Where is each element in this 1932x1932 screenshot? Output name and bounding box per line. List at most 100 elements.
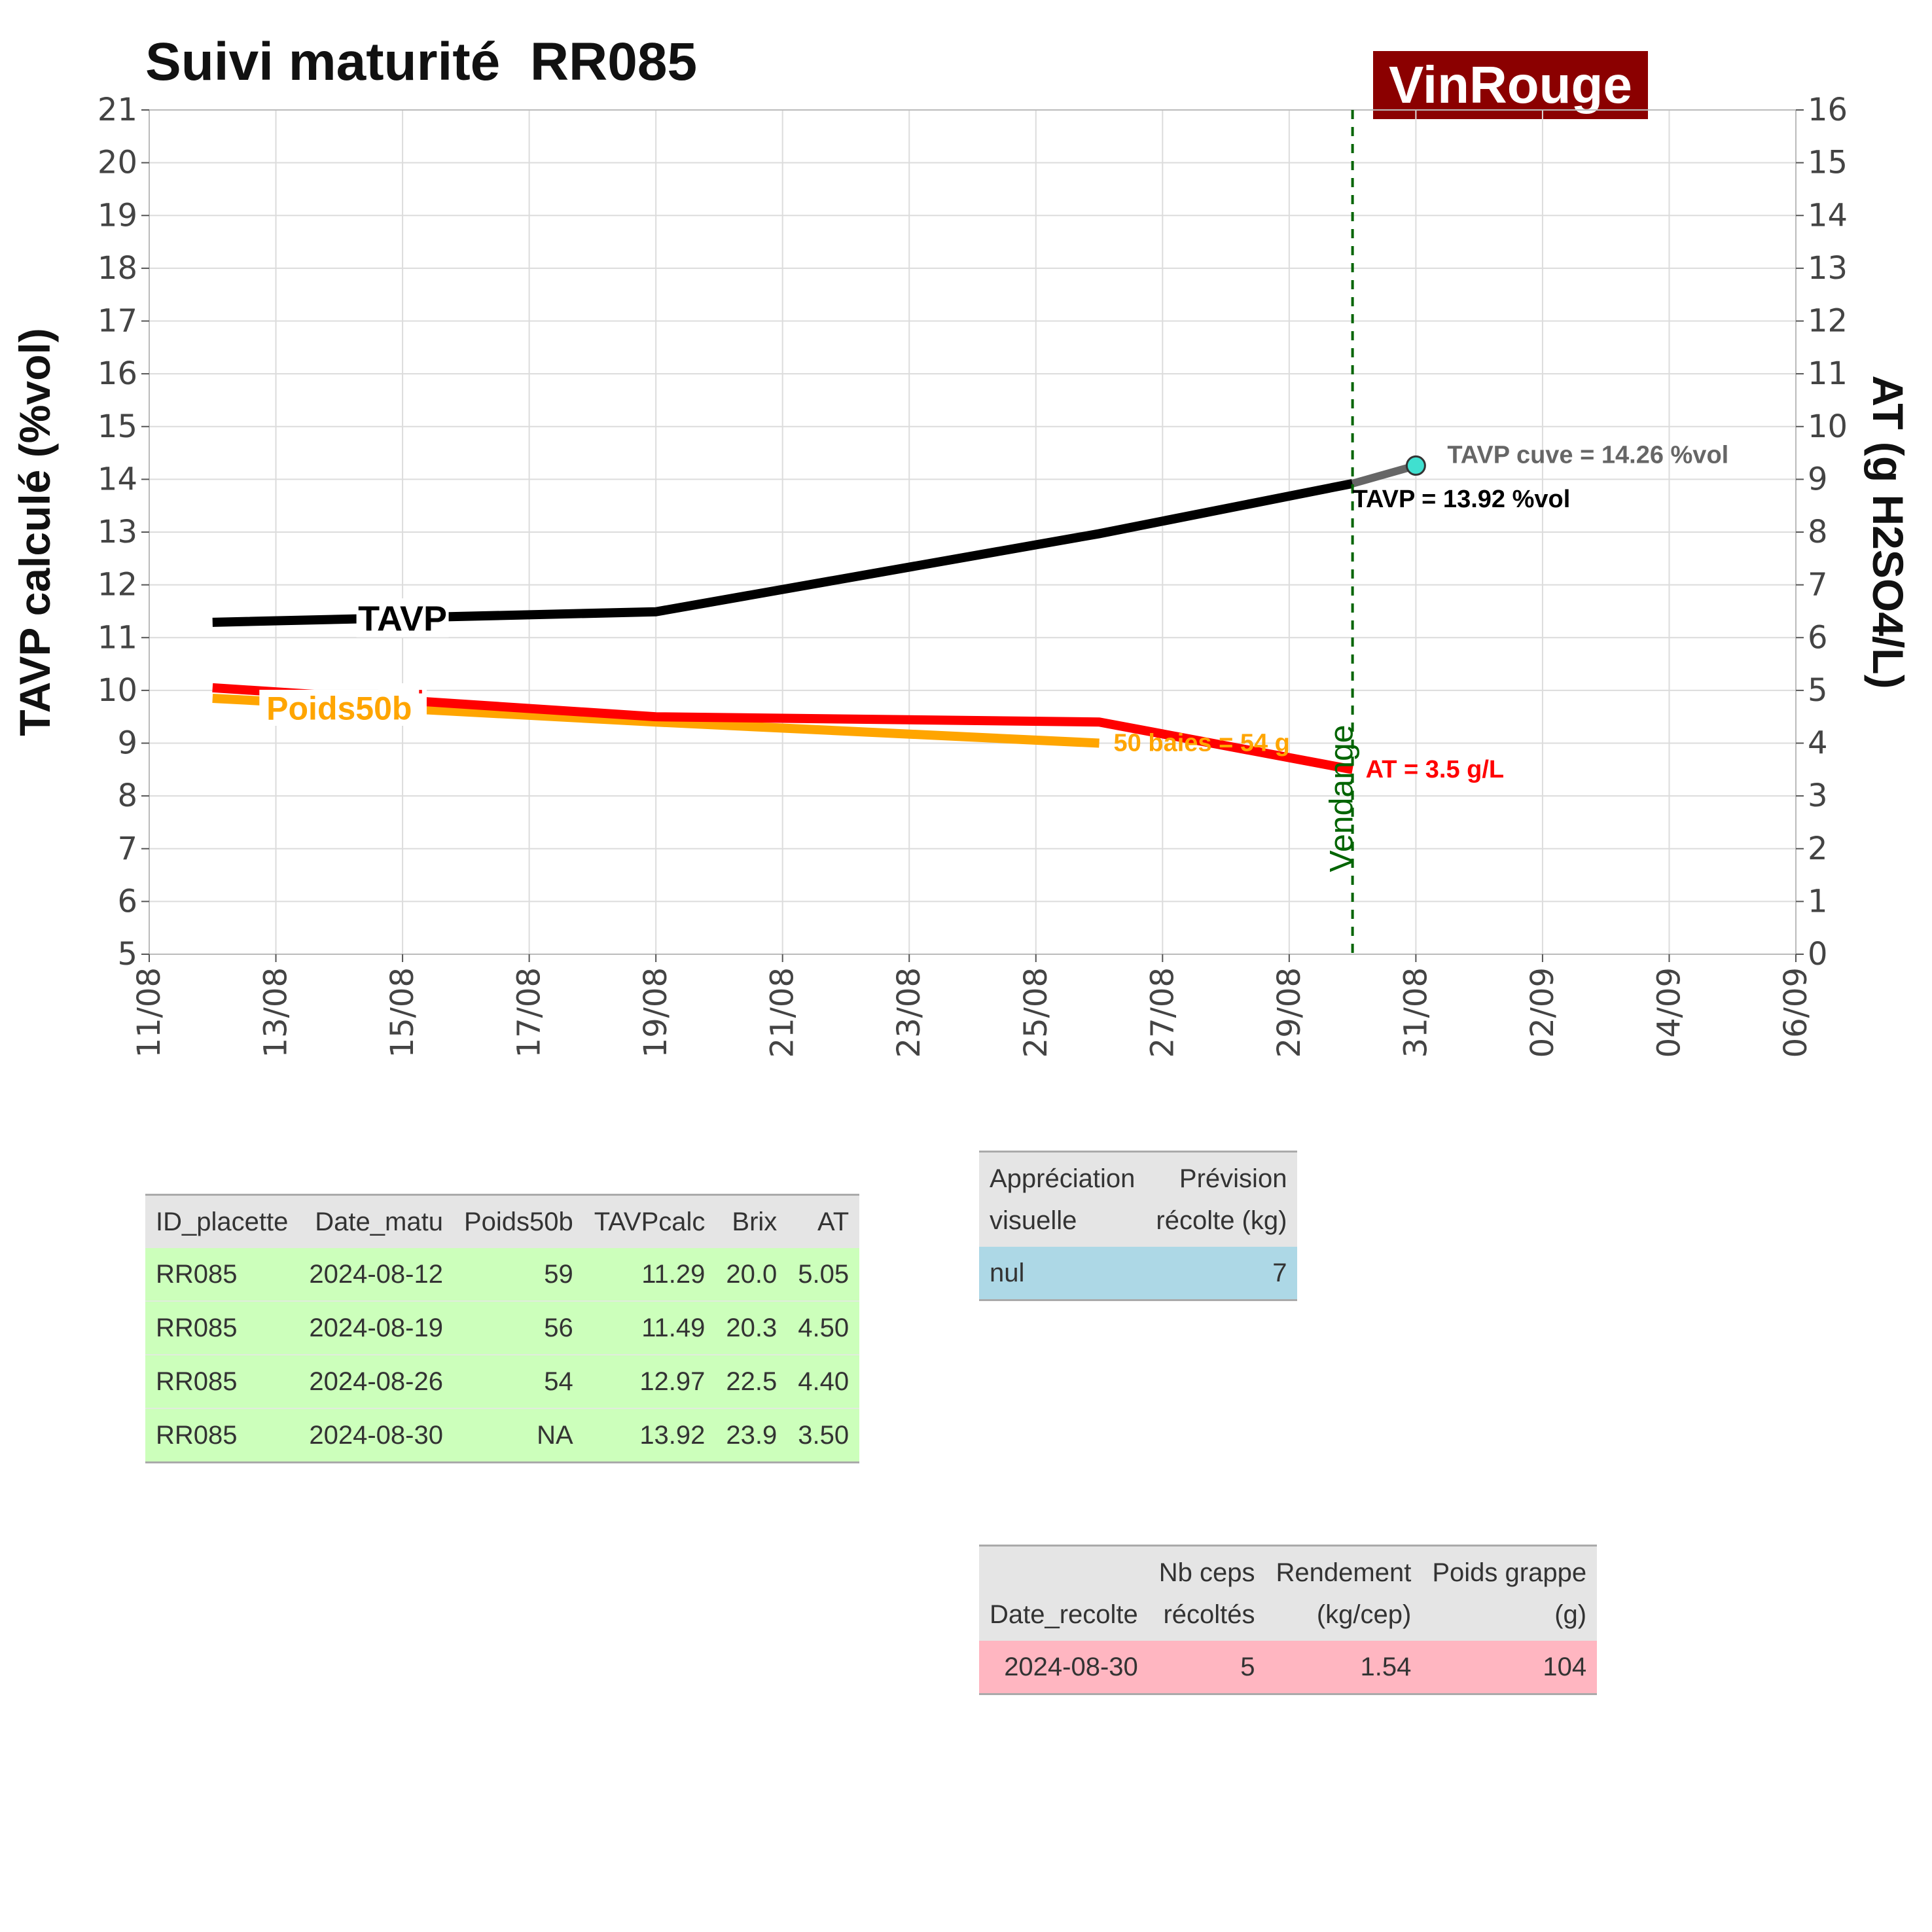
col-header-at: AT [787,1194,860,1248]
cell-poids: NA [453,1408,584,1463]
poids-annotation: 50 baies = 54 g [1114,730,1290,757]
col-header-prevision: Prévision récolte (kg) [1145,1151,1298,1247]
cell-id: RR085 [145,1408,299,1463]
header-line: Appréciation [990,1164,1136,1193]
cell-brix: 23.9 [715,1408,788,1463]
x-tick-label: 25/08 [1018,967,1054,1058]
header-line: visuelle [990,1206,1077,1235]
header-line: Rendement [1276,1558,1412,1587]
x-tick-label: 29/08 [1271,967,1308,1058]
y-tick-label-left: 19 [98,197,137,234]
series-line-at [212,683,1353,774]
header-line: (kg/cep) [1316,1600,1412,1629]
cell-tavp: 13.92 [583,1408,716,1463]
y-tick-label-left: 8 [117,778,137,814]
y-tick-label-right: 11 [1808,355,1848,392]
tavp-cuve-annotation: TAVP cuve = 14.26 %vol [1447,441,1728,469]
y-tick-label-right: 8 [1808,514,1828,550]
y-tick-label-right: 4 [1808,725,1828,762]
y-tick-label-right: 3 [1808,778,1828,814]
appreciation-table: Appréciation visuelle Prévision récolte … [979,1151,1298,1301]
y-tick-label-right: 7 [1808,567,1828,603]
chart-labels: TAVPATPoids50bVendangeTAVP cuve = 14.26 … [259,441,1728,872]
table-row: nul 7 [979,1247,1298,1301]
col-header-tavp: TAVPcalc [583,1194,716,1248]
series-label-bg [356,598,449,637]
y-tick-label-left: 13 [98,514,137,550]
x-tick-label: 02/09 [1524,967,1561,1058]
y-tick-label-right: 5 [1808,672,1828,709]
cell-tavp: 11.49 [583,1301,716,1355]
header-line: Prévision [1179,1164,1287,1193]
col-header-rendement: Rendement (kg/cep) [1265,1545,1422,1641]
tavp-annotation: TAVP = 13.92 %vol [1353,486,1571,513]
header-line: récolte (kg) [1156,1206,1287,1235]
cell-tavp: 11.29 [583,1248,716,1302]
header-line: Date_recolte [990,1600,1138,1629]
cell-prevision: 7 [1145,1247,1298,1301]
cell-at: 3.50 [787,1408,860,1463]
y-tick-label-right: 12 [1808,303,1848,340]
cell-id: RR085 [145,1355,299,1409]
x-tick-label: 17/08 [511,967,548,1058]
y-axis-title-left: TAVP calculé (%vol) [10,328,59,736]
cell-rendement: 1.54 [1265,1641,1422,1695]
y-tick-label-right: 14 [1808,197,1848,234]
vendange-label: Vendange [1323,724,1360,872]
x-tick-label: 04/09 [1651,967,1687,1058]
y-tick-label-right: 6 [1808,619,1828,656]
y-tick-label-right: 13 [1808,250,1848,287]
cell-at: 5.05 [787,1248,860,1302]
cell-date: 2024-08-26 [298,1355,454,1409]
y-tick-label-left: 17 [98,303,137,340]
x-tick-label: 15/08 [384,967,421,1058]
table-row: RR085 2024-08-30 NA 13.92 23.9 3.50 [145,1408,860,1463]
y-tick-label-right: 9 [1808,461,1828,497]
table-row: 2024-08-30 5 1.54 104 [979,1641,1598,1695]
cell-poids: 56 [453,1301,584,1355]
y-tick-label-left: 21 [98,92,137,128]
header-line: (g) [1554,1600,1587,1629]
at-annotation: AT = 3.5 g/L [1366,756,1505,783]
cell-poids: 54 [453,1355,584,1409]
y-tick-label-left: 10 [98,672,137,709]
recolte-table: Date_recolte Nb ceps récoltés Rendement … [979,1545,1598,1695]
x-tick-label: 23/08 [891,967,927,1058]
x-tick-label: 27/08 [1144,967,1181,1058]
brand-logo: VinRouge [1373,51,1648,119]
col-header-poids-grappe: Poids grappe (g) [1422,1545,1598,1641]
y-tick-label-left: 5 [117,936,137,973]
maturity-table: ID_placette Date_matu Poids50b TAVPcalc … [145,1194,860,1463]
x-tick-label: 13/08 [258,967,295,1058]
cell-at: 4.40 [787,1355,860,1409]
col-header-brix: Brix [715,1194,788,1248]
y-tick-label-left: 20 [98,145,137,181]
series-label-poids50b: Poids50b [266,690,412,726]
y-tick-label-right: 16 [1808,92,1848,128]
col-header-id: ID_placette [145,1194,299,1248]
y-tick-label-right: 15 [1808,145,1848,181]
col-header-appreciation: Appréciation visuelle [979,1151,1146,1247]
series-label-bg [259,689,420,726]
y-tick-label-left: 11 [98,619,137,656]
x-tick-label: 21/08 [764,967,801,1058]
x-tick-label: 19/08 [637,967,674,1058]
cell-at: 4.50 [787,1301,860,1355]
header-line: Poids grappe [1432,1558,1587,1587]
cell-date: 2024-08-12 [298,1248,454,1302]
y-tick-label-left: 7 [117,831,137,867]
y-tick-label-left: 6 [117,883,137,920]
y-tick-label-right: 0 [1808,936,1828,973]
cell-date: 2024-08-19 [298,1301,454,1355]
cell-poids: 59 [453,1248,584,1302]
cell-brix: 20.0 [715,1248,788,1302]
y-tick-label-left: 18 [98,250,137,287]
cell-poids-grappe: 104 [1422,1641,1598,1695]
cell-id: RR085 [145,1301,299,1355]
header-line: récoltés [1163,1600,1255,1629]
y-tick-label-left: 16 [98,355,137,392]
y-tick-label-left: 14 [98,461,137,497]
cell-nb-ceps: 5 [1148,1641,1266,1695]
cell-id: RR085 [145,1248,299,1302]
table-row: RR085 2024-08-19 56 11.49 20.3 4.50 [145,1301,860,1355]
